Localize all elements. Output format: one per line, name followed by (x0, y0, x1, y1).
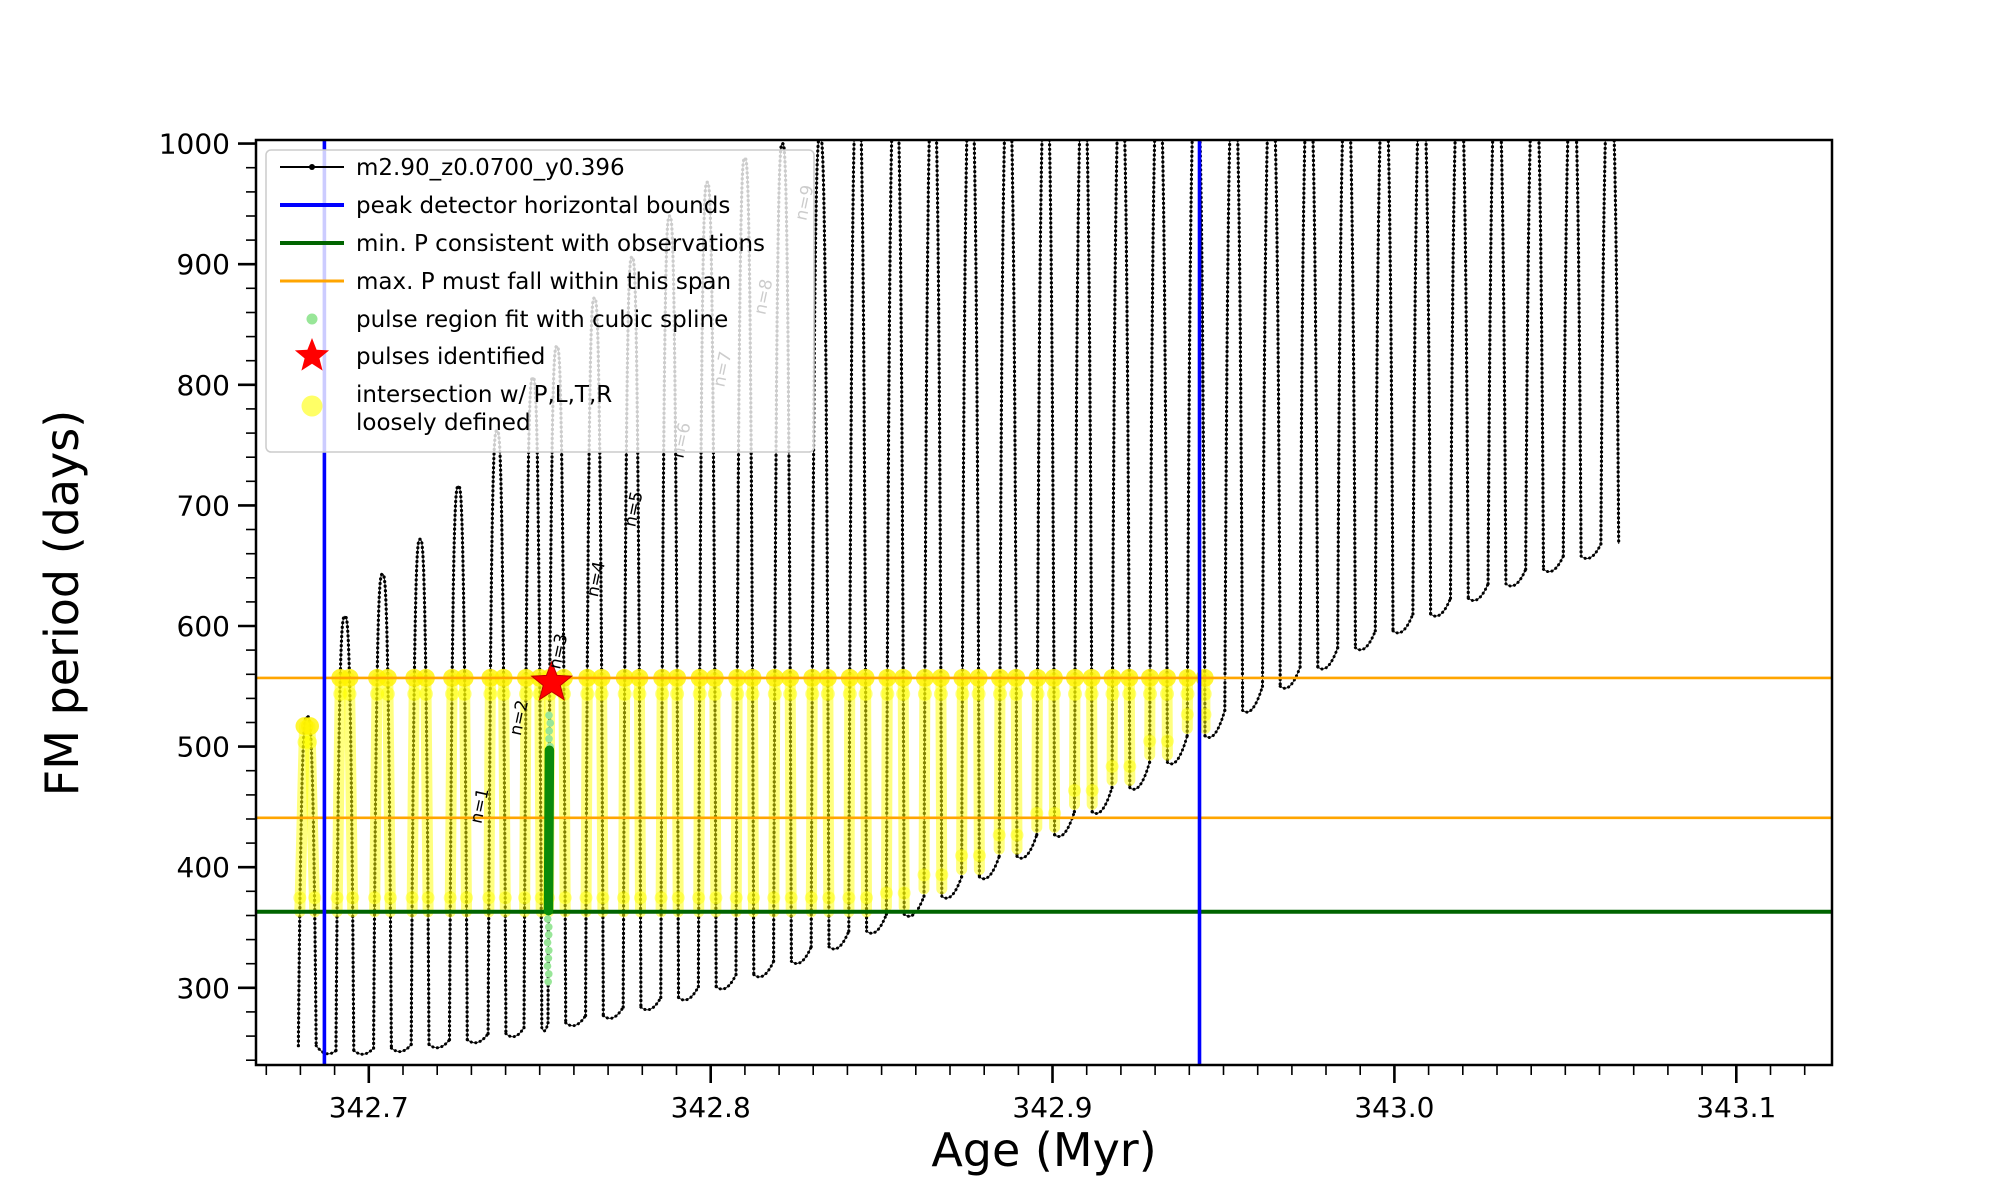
legend-entry-label: pulses identified (356, 344, 545, 370)
legend-entry-label: loosely defined (356, 410, 531, 436)
legend-entry-label: pulse region fit with cubic spline (356, 307, 728, 333)
y-tick-label: 700 (177, 489, 230, 522)
legend-entry-label: peak detector horizontal bounds (356, 193, 730, 219)
x-axis-label: Age (Myr) (931, 1123, 1156, 1177)
legend-entry-label: intersection w/ P,L,T,R (356, 382, 612, 408)
y-tick-label: 900 (177, 248, 230, 281)
y-axis-label: FM period (days) (35, 410, 89, 796)
y-tick-label: 600 (177, 610, 230, 643)
y-tick-label: 800 (177, 369, 230, 402)
y-tick-label: 500 (177, 731, 230, 764)
x-tick-label: 342.7 (329, 1091, 409, 1124)
y-tick-label: 1000 (159, 128, 230, 161)
y-tick-label: 400 (177, 851, 230, 884)
legend-entry-label: min. P consistent with observations (356, 231, 765, 257)
y-tick-label: 300 (177, 972, 230, 1005)
legend-entry-label: m2.90_z0.0700_y0.396 (356, 155, 625, 181)
x-tick-label: 342.8 (671, 1091, 751, 1124)
x-tick-label: 343.1 (1696, 1091, 1776, 1124)
x-tick-label: 343.0 (1354, 1091, 1434, 1124)
x-tick-label: 342.9 (1012, 1091, 1092, 1124)
legend-entry-label: max. P must fall within this span (356, 269, 731, 295)
